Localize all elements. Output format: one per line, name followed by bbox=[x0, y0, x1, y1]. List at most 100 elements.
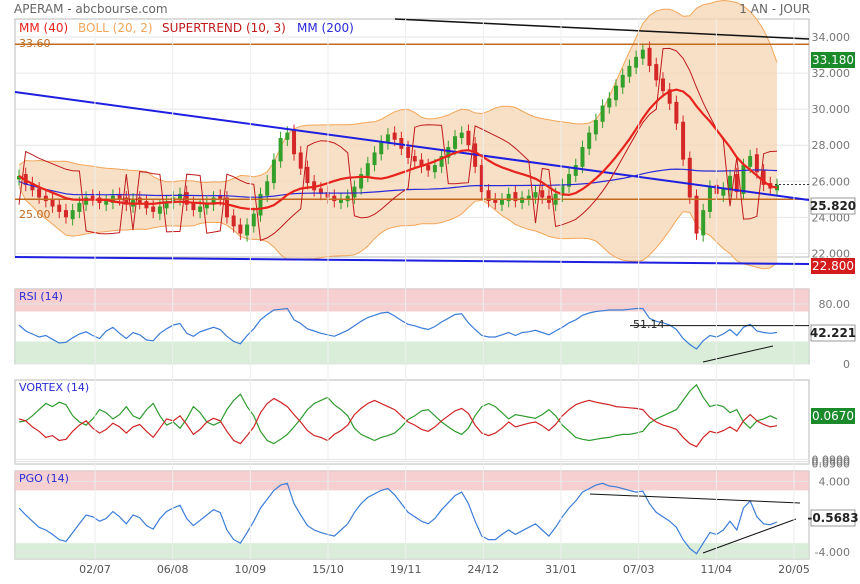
candle-body bbox=[526, 195, 531, 200]
pgo-support-line bbox=[702, 518, 797, 554]
indicator-tick-label: 0.0300 bbox=[812, 457, 851, 470]
candle-body bbox=[573, 165, 578, 176]
candle-body bbox=[191, 202, 196, 211]
candle-body bbox=[137, 197, 142, 203]
descending-trendline bbox=[14, 91, 810, 201]
pgo-last-badge: -0.5683 bbox=[807, 509, 859, 527]
candle-body bbox=[513, 192, 518, 202]
candle-body bbox=[238, 224, 243, 234]
legend-mm200: MM (200) bbox=[297, 21, 354, 35]
candle-body bbox=[660, 78, 665, 92]
x-tick-label: 10/09 bbox=[234, 563, 266, 576]
candle-body bbox=[117, 193, 122, 200]
candle-body bbox=[466, 130, 471, 146]
candle-body bbox=[63, 210, 68, 218]
bollinger-lower bbox=[18, 186, 778, 270]
candle-body bbox=[352, 186, 357, 198]
svg-text:42.221: 42.221 bbox=[810, 326, 856, 340]
overbought-zone bbox=[15, 471, 809, 491]
candle-body bbox=[77, 202, 82, 212]
candle-body bbox=[245, 224, 250, 236]
candle-body bbox=[499, 199, 504, 205]
candle-body bbox=[426, 165, 431, 171]
bollinger-band bbox=[19, 0, 777, 269]
oversold-zone bbox=[15, 341, 809, 364]
svg-text:0.0670: 0.0670 bbox=[812, 409, 854, 423]
candle-body bbox=[640, 49, 645, 59]
candle-body bbox=[184, 192, 189, 205]
candle-body bbox=[318, 188, 323, 194]
candle-body bbox=[406, 147, 411, 158]
candle-body bbox=[151, 206, 156, 212]
resistance-badge: 33.180 bbox=[811, 52, 855, 68]
x-axis: 02/07 06/08 10/09 15/10 19/11 24/12 31/01 07/03… bbox=[79, 19, 810, 576]
rsi-annotation: 51.14 bbox=[633, 318, 665, 331]
candle-body bbox=[533, 192, 538, 198]
rsi-divergence-line bbox=[702, 345, 774, 363]
candle-body bbox=[30, 183, 35, 191]
price-tick-label: 34.000 bbox=[812, 31, 851, 44]
svg-text:25.820: 25.820 bbox=[810, 199, 856, 213]
price-tick-label: 30.000 bbox=[812, 103, 851, 116]
indicator-tick-label: 0 bbox=[843, 358, 850, 371]
candle-body bbox=[687, 157, 692, 198]
x-tick-label: 11/04 bbox=[700, 563, 732, 576]
candle-body bbox=[258, 193, 263, 216]
vortex-line-plus bbox=[18, 383, 778, 445]
candle-body bbox=[627, 65, 632, 77]
candle-body bbox=[540, 190, 545, 198]
period-label: 1 AN - JOUR bbox=[739, 2, 810, 16]
candle-body bbox=[479, 165, 484, 193]
candle-body bbox=[338, 199, 343, 203]
indicator-tick-label: 80.00 bbox=[819, 298, 851, 311]
candle-body bbox=[486, 190, 491, 202]
legend-boll: BOLL (20, 2) bbox=[78, 21, 153, 35]
last-price-badge: 25.820 bbox=[810, 197, 856, 215]
x-tick-label: 31/01 bbox=[545, 563, 577, 576]
candle-body bbox=[84, 197, 89, 205]
indicator-tick-label: 4.000 bbox=[819, 476, 851, 489]
candle-body bbox=[701, 210, 706, 236]
candle-body bbox=[560, 184, 565, 196]
candle-body bbox=[593, 119, 598, 135]
ma40-line bbox=[18, 88, 778, 211]
candle-body bbox=[694, 195, 699, 234]
candle-body bbox=[721, 188, 726, 196]
candle-body bbox=[50, 199, 55, 207]
candle-body bbox=[385, 134, 390, 144]
ma200-line bbox=[18, 168, 778, 198]
x-tick-label: 02/07 bbox=[79, 563, 111, 576]
candle-body bbox=[674, 101, 679, 124]
candle-body bbox=[446, 147, 451, 158]
x-tick-label: 06/08 bbox=[157, 563, 189, 576]
price-tick-label: 28.000 bbox=[812, 139, 851, 152]
candle-body bbox=[580, 147, 585, 167]
x-tick-label: 19/11 bbox=[390, 563, 422, 576]
candle-body bbox=[520, 197, 525, 203]
candle-body bbox=[37, 188, 42, 198]
candle-body bbox=[399, 138, 404, 149]
candle-body bbox=[634, 56, 639, 68]
indicator-tick-label: 0.0600 bbox=[812, 456, 851, 469]
candle-body bbox=[211, 197, 216, 205]
candle-body bbox=[251, 213, 256, 227]
candle-body bbox=[493, 199, 498, 203]
candle-body bbox=[506, 193, 511, 202]
price-tick-label: 24.000 bbox=[812, 211, 851, 224]
vortex-last-badge: 0.0670 bbox=[811, 408, 855, 424]
candle-body bbox=[365, 163, 370, 176]
candle-body bbox=[761, 170, 766, 185]
vortex-line-minus bbox=[18, 397, 778, 448]
candle-body bbox=[70, 210, 75, 220]
legend-mm40: MM (40) bbox=[19, 21, 68, 35]
rsi-panel: 80.00 0 bbox=[14, 288, 851, 371]
bollinger-upper bbox=[18, 0, 778, 183]
candle-body bbox=[359, 174, 364, 189]
candle-body bbox=[647, 47, 652, 66]
overbought-zone bbox=[15, 289, 809, 312]
supertrend-top-label: 33.60 bbox=[19, 37, 51, 50]
candle-body bbox=[298, 152, 303, 169]
candle-body bbox=[741, 165, 746, 194]
